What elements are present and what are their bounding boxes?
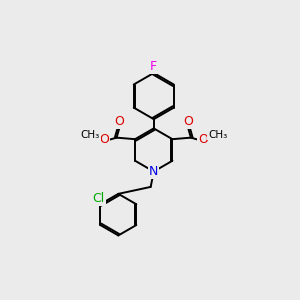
Text: O: O xyxy=(198,134,208,146)
Text: CH₃: CH₃ xyxy=(208,130,227,140)
Text: O: O xyxy=(183,115,193,128)
Text: Cl: Cl xyxy=(93,192,105,205)
Text: CH₃: CH₃ xyxy=(81,130,100,140)
Text: F: F xyxy=(150,60,157,73)
Text: O: O xyxy=(115,115,124,128)
Text: N: N xyxy=(149,165,158,178)
Text: O: O xyxy=(99,134,109,146)
